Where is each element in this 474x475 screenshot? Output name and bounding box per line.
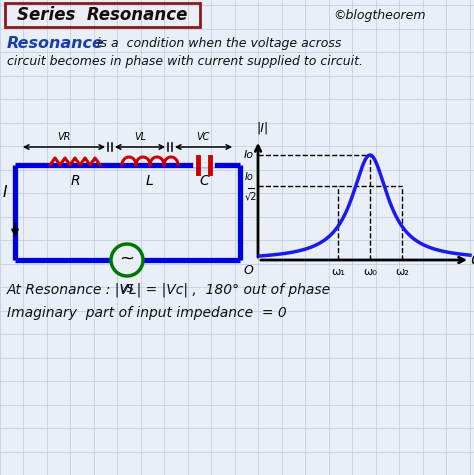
Text: |I|: |I| [257,122,269,135]
Bar [5,3,200,27]
Text: VC: VC [196,132,210,142]
Text: VR: VR [57,132,71,142]
Text: ω₂: ω₂ [395,267,409,277]
Text: O: O [243,264,253,276]
Text: At Resonance : |VL| = |Vc| ,  180° out of phase: At Resonance : |VL| = |Vc| , 180° out of… [7,283,331,297]
Text: C: C [199,174,209,188]
Text: is a  condition when the voltage across: is a condition when the voltage across [93,37,341,49]
Text: Imaginary  part of input impedance  = 0: Imaginary part of input impedance = 0 [7,306,287,320]
Text: ~: ~ [119,250,135,268]
Text: VS: VS [119,284,134,294]
Text: ω: ω [471,253,474,267]
Text: ω₁: ω₁ [331,267,345,277]
Text: ω₀: ω₀ [363,267,377,277]
Text: circuit becomes in phase with current supplied to circuit.: circuit becomes in phase with current su… [7,56,363,68]
Text: ©blogtheorem: ©blogtheorem [334,9,426,21]
Text: Io: Io [244,150,254,160]
Text: VL: VL [134,132,146,142]
Text: Io: Io [245,172,254,182]
Text: √2: √2 [245,192,257,202]
Circle shape [111,244,143,276]
Text: Resonance: Resonance [7,36,104,50]
Text: L: L [146,174,154,188]
Text: R: R [70,174,80,188]
Text: I: I [3,185,7,200]
Text: Series  Resonance: Series Resonance [17,6,187,24]
